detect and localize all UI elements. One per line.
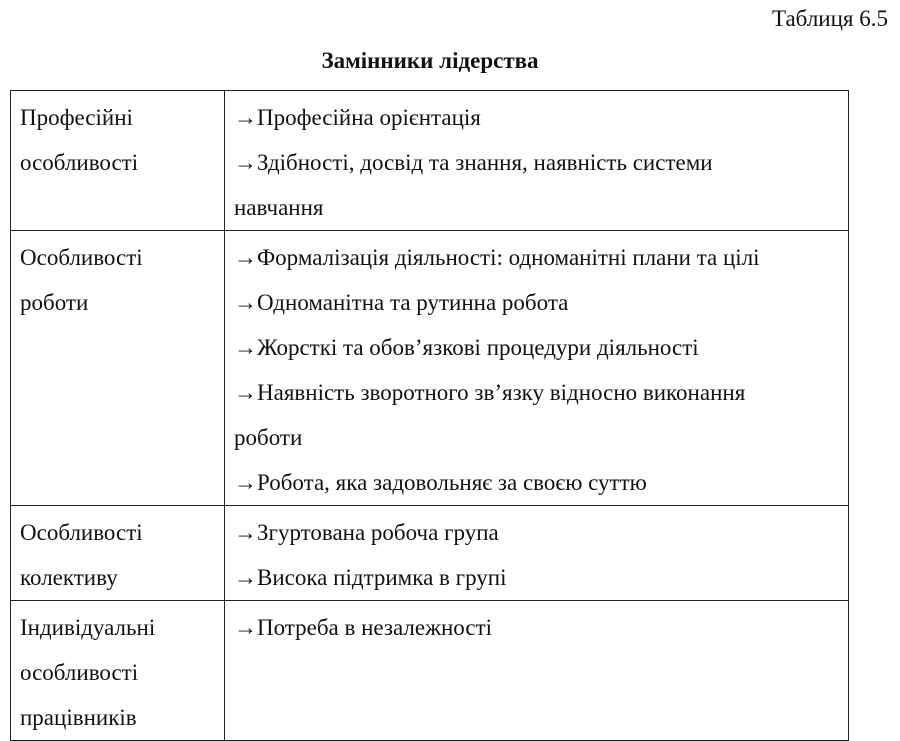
item-line: →Згуртована робоча група [234,520,499,545]
row-items: →Формалізація діяльності: одноманітні пл… [224,230,849,506]
category-line: працівників [20,705,137,730]
row-items: →Професійна орієнтація →Здібності, досвід… [224,90,849,231]
item-line: навчання [234,195,324,220]
category-line: роботи [20,290,89,315]
list-item: →Одноманітна та рутинна робота [234,280,840,325]
category-line: особливості [20,660,139,685]
list-item: →Формалізація діяльності: одноманітні пл… [234,235,840,280]
category-line: Особливості [20,245,143,270]
row-items: →Потреба в незалежності [224,600,849,741]
table-row: Особливості роботи →Формалізація діяльност… [10,230,849,506]
list-item: →Потреба в незалежності [234,605,840,650]
list-item: →Робота, яка задовольняє за своєю суттю [234,460,840,505]
item-line: →Формалізація діяльності: одноманітні пл… [234,245,760,270]
list-item: →Жорсткі та обов’язкові процедури діяльн… [234,325,840,370]
category-line: Особливості [20,520,143,545]
item-line: →Одноманітна та рутинна робота [234,290,569,315]
list-item: →Висока підтримка в групі [234,555,840,600]
table-row: Професійні особливості →Професійна орієнта… [10,90,849,231]
category-line: Індивідуальні [20,615,156,640]
row-category: Особливості роботи [10,230,225,506]
item-line: →Професійна орієнтація [234,105,481,130]
table-caption: Таблиця 6.5 [772,6,888,31]
row-category: Індивідуальні особливості працівників [10,600,225,741]
item-line: →Потреба в незалежності [234,615,493,640]
item-line: →Здібності, досвід та знання, наявність … [234,150,713,175]
category-line: колективу [20,565,118,590]
row-category: Особливості колективу [10,505,225,601]
list-item: →Професійна орієнтація [234,95,840,140]
table-row: Індивідуальні особливості працівників →Потр… [10,600,849,741]
list-item: →Наявність зворотного зв’язку відносно в… [234,370,840,460]
category-line: особливості [20,150,139,175]
item-line: роботи [234,425,303,450]
item-line: →Висока підтримка в групі [234,565,507,590]
category-line: Професійні [20,105,133,130]
table-row: Особливості колективу →Згуртована робоча г… [10,505,849,601]
row-items: →Згуртована робоча група →Висока підтримк… [224,505,849,601]
item-line: →Робота, яка задовольняє за своєю суттю [234,470,647,495]
row-category: Професійні особливості [10,90,225,231]
item-line: →Наявність зворотного зв’язку відносно в… [234,380,746,405]
list-item: →Згуртована робоча група [234,510,840,555]
item-line: →Жорсткі та обов’язкові процедури діяльн… [234,335,699,360]
table-title: Замінники лідерства [321,48,539,73]
list-item: →Здібності, досвід та знання, наявність … [234,140,840,230]
leadership-substitutes-table: Професійні особливості →Професійна орієнта… [10,90,849,741]
